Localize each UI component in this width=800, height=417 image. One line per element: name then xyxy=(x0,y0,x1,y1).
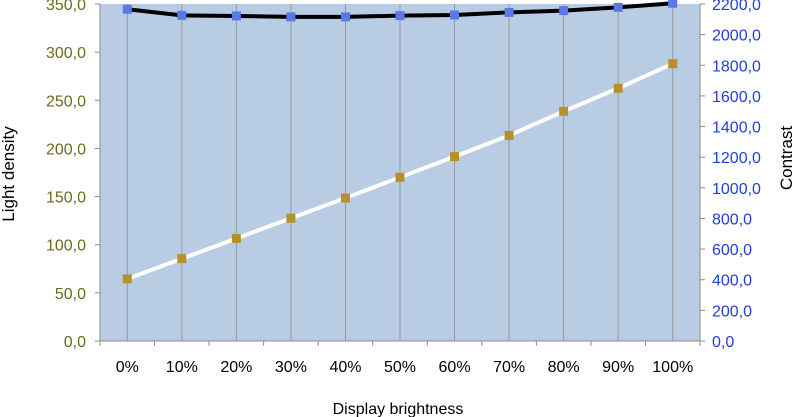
x-tick-label: 30% xyxy=(275,359,307,376)
right-axis-tick-labels: 0,0 200,0 400,0 600,0 800,0 1000,0 1200,0 1400,… xyxy=(712,0,761,351)
left-axis-tick-labels: 0,0 50,0 100,0 150,0 200,0 250,0 300,0 350,0 xyxy=(46,0,86,351)
contrast-point xyxy=(286,12,296,22)
right-tick-label: 400,0 xyxy=(712,273,752,290)
contrast-point xyxy=(559,6,569,16)
left-tick-label: 200,0 xyxy=(46,141,86,158)
left-tick-label: 350,0 xyxy=(46,0,86,14)
light-density-point xyxy=(559,106,569,116)
right-tick-label: 600,0 xyxy=(712,242,752,259)
contrast-point xyxy=(122,4,132,14)
left-tick-label: 250,0 xyxy=(46,93,86,110)
x-tick-label: 70% xyxy=(493,359,525,376)
x-tick-label: 40% xyxy=(329,359,361,376)
x-tick-label: 60% xyxy=(439,359,471,376)
light-density-point xyxy=(231,233,241,243)
axes xyxy=(95,3,705,346)
right-tick-label: 1200,0 xyxy=(712,150,761,167)
light-density-point xyxy=(177,254,187,264)
contrast-point xyxy=(613,2,623,12)
right-axis-title: Contrast xyxy=(777,126,796,191)
contrast-point xyxy=(177,10,187,20)
x-tick-label: 90% xyxy=(602,359,634,376)
right-tick-label: 0,0 xyxy=(712,334,734,351)
left-tick-label: 150,0 xyxy=(46,190,86,207)
x-axis-tick-labels: 0% 10% 20% 30% 40% 50% 60% 70% 80% 90% 100% xyxy=(116,359,693,376)
contrast-point xyxy=(231,11,241,21)
contrast-point xyxy=(395,11,405,21)
right-tick-label: 1000,0 xyxy=(712,181,761,198)
contrast-point xyxy=(450,10,460,20)
x-tick-label: 100% xyxy=(652,359,693,376)
left-tick-label: 300,0 xyxy=(46,45,86,62)
x-axis-title: Display brightness xyxy=(333,401,464,417)
light-density-point xyxy=(668,59,678,69)
right-tick-label: 1800,0 xyxy=(712,58,761,75)
light-density-point xyxy=(450,152,460,162)
right-tick-label: 2000,0 xyxy=(712,28,761,45)
right-tick-label: 800,0 xyxy=(712,211,752,228)
left-tick-label: 50,0 xyxy=(55,286,86,303)
left-tick-label: 0,0 xyxy=(64,334,86,351)
x-tick-label: 20% xyxy=(220,359,252,376)
contrast-point xyxy=(504,7,514,17)
light-density-point xyxy=(504,130,514,140)
x-tick-label: 50% xyxy=(384,359,416,376)
light-density-point xyxy=(286,213,296,223)
light-density-point xyxy=(122,274,132,284)
light-density-point xyxy=(340,193,350,203)
contrast-point xyxy=(668,0,678,8)
vertical-gridlines xyxy=(126,4,674,341)
x-tick-label: 0% xyxy=(116,359,139,376)
series-layer xyxy=(122,0,678,284)
right-tick-label: 2200,0 xyxy=(712,0,761,14)
x-tick-label: 10% xyxy=(166,359,198,376)
light-density-point xyxy=(613,83,623,93)
right-tick-label: 1400,0 xyxy=(712,120,761,137)
x-tick-label: 80% xyxy=(548,359,580,376)
light-density-point xyxy=(395,172,405,182)
left-axis-title: Light density xyxy=(0,126,18,222)
right-tick-label: 200,0 xyxy=(712,303,752,320)
left-tick-label: 100,0 xyxy=(46,238,86,255)
contrast-point xyxy=(340,12,350,22)
right-tick-label: 1600,0 xyxy=(712,89,761,106)
